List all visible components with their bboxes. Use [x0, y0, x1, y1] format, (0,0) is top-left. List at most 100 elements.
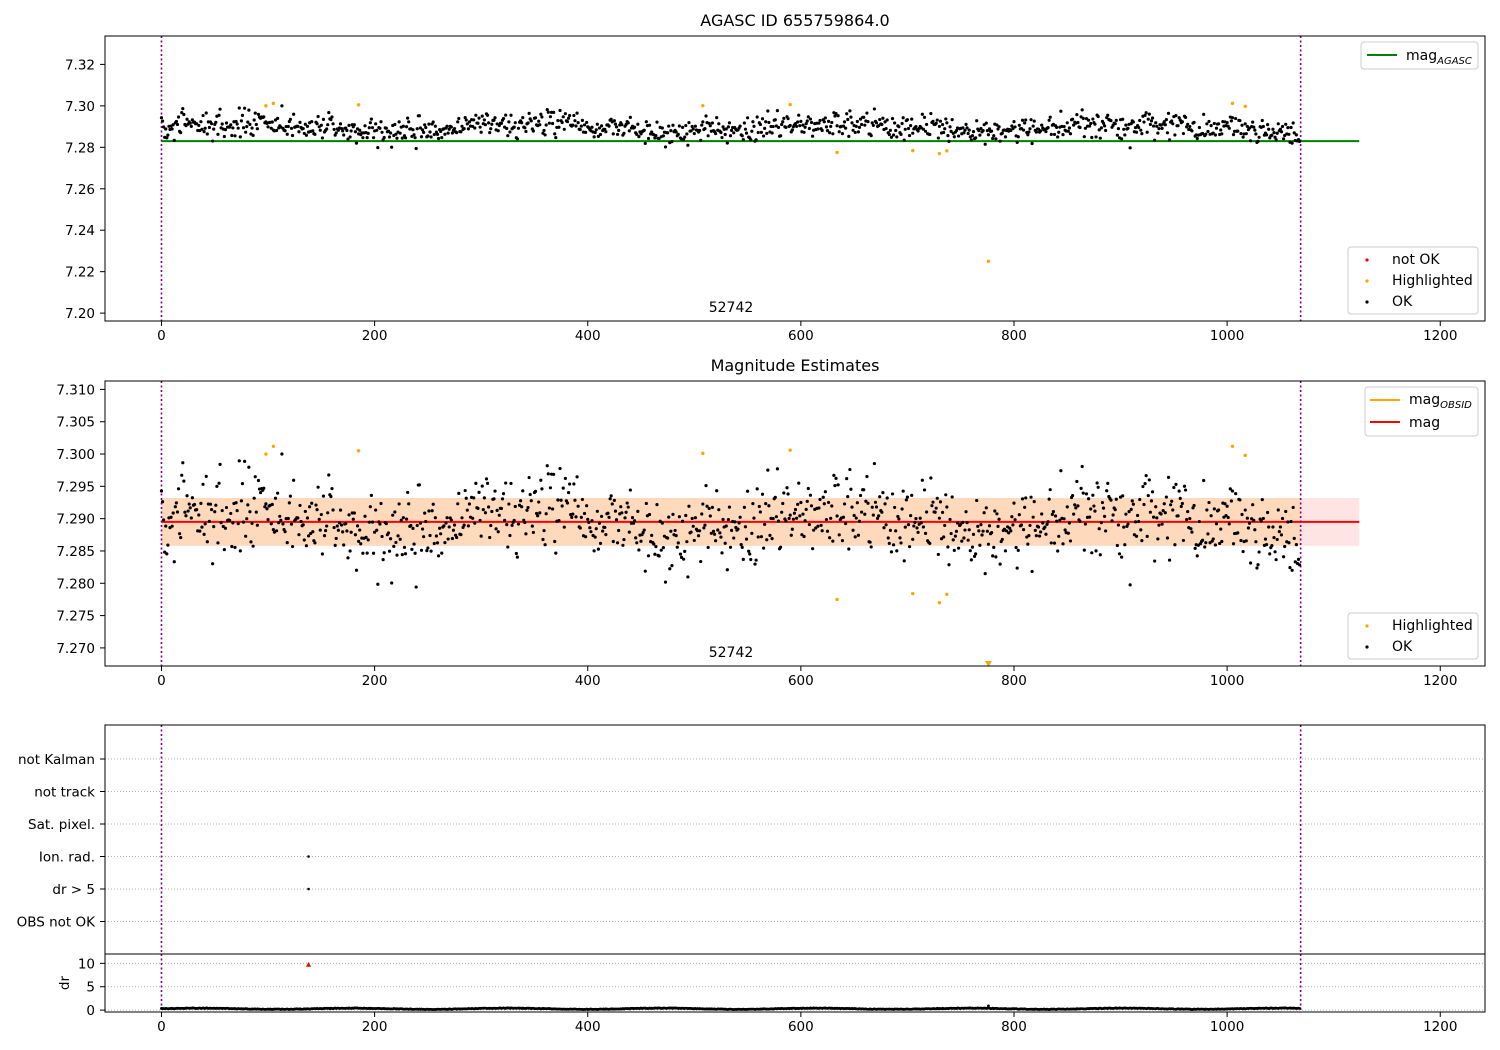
data-point-ok: [646, 554, 651, 558]
data-point-ok: [1266, 510, 1270, 515]
data-point-ok: [657, 554, 661, 558]
data-point-ok: [477, 116, 481, 120]
data-point-ok: [1020, 118, 1025, 122]
data-point-ok: [313, 541, 317, 545]
data-point-ok: [711, 529, 716, 533]
data-point-ok: [481, 508, 485, 512]
data-point-ok: [378, 522, 382, 526]
data-point-ok: [513, 504, 517, 509]
data-point-ok: [1149, 119, 1154, 123]
data-point-ok: [482, 496, 486, 500]
data-point-ok: [931, 119, 935, 123]
data-point-ok: [1185, 125, 1189, 129]
data-point-ok: [434, 534, 439, 538]
flag-row-label: not Kalman: [18, 752, 95, 768]
data-point-ok: [1202, 112, 1206, 116]
data-point-ok: [947, 563, 951, 567]
data-point-ok: [1039, 530, 1043, 534]
data-point-ok: [835, 514, 839, 518]
data-point-ok: [1034, 130, 1038, 134]
data-point-ok: [187, 502, 191, 506]
data-point-ok: [720, 135, 724, 140]
data-point-ok: [1145, 130, 1149, 134]
data-point-ok: [757, 504, 761, 509]
data-point-ok: [966, 538, 970, 542]
data-point-ok: [586, 517, 590, 521]
x-tick-label: 1200: [1423, 1019, 1457, 1035]
data-point-highlighted: [356, 449, 361, 453]
data-point-ok: [597, 126, 602, 130]
data-point-ok: [369, 493, 374, 497]
data-point-ok: [376, 146, 380, 150]
data-point-ok: [749, 557, 753, 562]
data-point-ok: [1247, 521, 1252, 525]
data-point-ok: [816, 127, 820, 131]
data-point-ok: [1207, 500, 1211, 505]
data-point-ok: [804, 122, 808, 126]
data-point-ok: [1114, 497, 1118, 501]
data-point-ok: [444, 521, 448, 525]
data-point-ok: [288, 117, 293, 121]
data-point-ok: [1183, 115, 1188, 120]
data-point-ok: [552, 472, 556, 476]
data-point-ok: [723, 541, 727, 545]
data-point-ok: [316, 114, 320, 119]
data-point-ok: [608, 497, 612, 501]
data-point-ok: [499, 121, 504, 125]
data-point-ok: [480, 114, 484, 118]
data-point-ok: [413, 551, 417, 555]
data-point-ok: [738, 124, 742, 128]
data-point-ok: [1080, 108, 1084, 112]
data-point-ok: [901, 116, 905, 120]
data-point-ok: [639, 539, 643, 543]
data-point-ok: [218, 107, 222, 111]
data-point-ok: [728, 545, 733, 549]
data-point-ok: [763, 522, 767, 526]
data-point-ok: [1043, 525, 1047, 529]
data-point-ok: [945, 121, 949, 125]
data-point-ok: [1049, 132, 1053, 136]
data-point-ok: [1088, 515, 1092, 519]
data-point-ok: [1015, 140, 1019, 145]
data-point-ok: [224, 505, 229, 510]
data-point-ok: [806, 486, 810, 491]
data-point-ok: [943, 523, 947, 528]
data-point-ok: [741, 138, 745, 142]
data-point-ok: [1154, 505, 1158, 509]
data-point-ok: [1055, 519, 1059, 523]
data-point-ok: [880, 510, 884, 514]
data-point-ok: [1206, 532, 1210, 536]
data-point-ok: [1098, 136, 1102, 140]
data-point-highlighted: [356, 103, 361, 107]
data-point-ok: [398, 131, 402, 135]
data-point-ok: [803, 519, 807, 523]
data-point-ok: [675, 545, 679, 549]
data-point-ok: [674, 534, 678, 538]
data-point-ok: [464, 496, 468, 500]
data-point-ok: [426, 546, 430, 550]
data-point-ok: [1004, 529, 1009, 533]
data-point-ok: [1177, 489, 1181, 493]
data-point-ok: [479, 534, 483, 538]
data-point-ok: [831, 539, 835, 543]
data-point-ok: [358, 528, 362, 532]
data-point-ok: [355, 524, 360, 528]
data-point-ok: [205, 132, 209, 136]
data-point-ok: [298, 503, 302, 508]
data-point-ok: [1027, 130, 1031, 134]
data-point-ok: [974, 136, 978, 140]
data-point-ok: [633, 519, 637, 523]
data-point-ok: [553, 539, 557, 544]
data-point-ok: [455, 535, 459, 540]
data-point-ok: [758, 122, 762, 127]
data-point-ok: [223, 128, 228, 132]
data-point-ok: [848, 109, 852, 113]
data-point-ok: [864, 499, 868, 503]
data-point-ok: [771, 124, 775, 129]
data-point-ok: [729, 128, 734, 132]
data-point-ok: [888, 528, 892, 532]
data-point-ok: [1000, 131, 1004, 135]
data-point-ok: [963, 128, 967, 132]
data-point-ok: [1161, 509, 1165, 513]
data-point-ok: [1284, 122, 1288, 126]
